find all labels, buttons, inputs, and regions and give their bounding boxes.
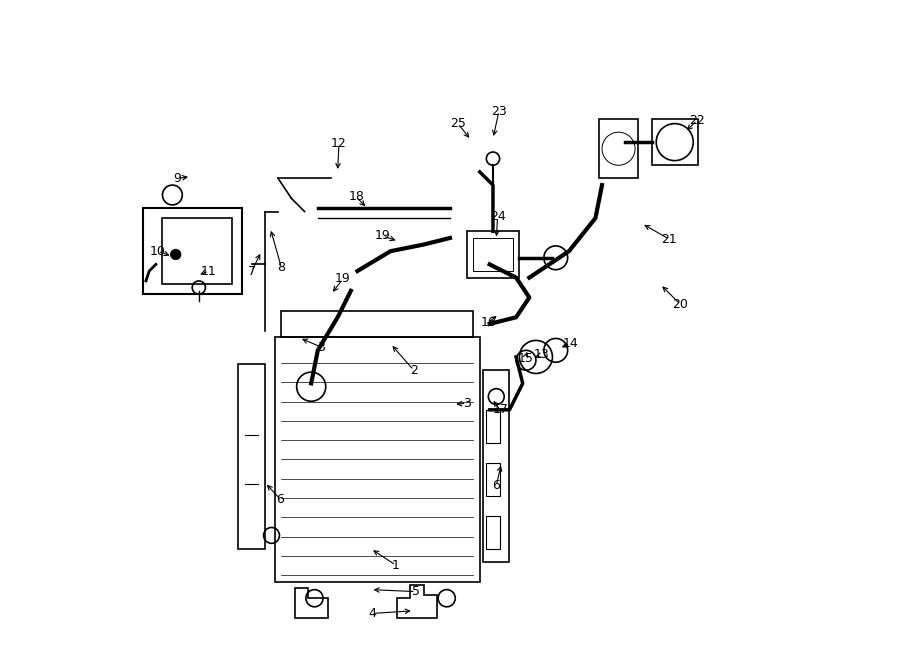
Text: 3: 3 bbox=[317, 340, 325, 354]
Text: 11: 11 bbox=[201, 264, 217, 278]
Circle shape bbox=[170, 249, 181, 260]
Text: 2: 2 bbox=[410, 364, 418, 377]
Text: 22: 22 bbox=[689, 114, 705, 127]
Text: 12: 12 bbox=[331, 137, 346, 150]
Text: 1: 1 bbox=[392, 559, 400, 572]
Text: 16: 16 bbox=[481, 316, 496, 329]
Text: 24: 24 bbox=[490, 210, 506, 223]
Text: 6: 6 bbox=[492, 479, 500, 492]
Text: 25: 25 bbox=[450, 117, 466, 130]
Text: 17: 17 bbox=[492, 403, 508, 416]
Text: 4: 4 bbox=[369, 607, 376, 620]
Text: 14: 14 bbox=[562, 337, 578, 350]
Text: 10: 10 bbox=[150, 245, 166, 258]
Text: 21: 21 bbox=[662, 233, 678, 246]
Text: 6: 6 bbox=[276, 492, 284, 506]
Text: 5: 5 bbox=[411, 585, 419, 598]
Text: 7: 7 bbox=[248, 264, 256, 278]
Text: 3: 3 bbox=[463, 397, 471, 410]
Text: 23: 23 bbox=[491, 104, 507, 118]
Text: 19: 19 bbox=[335, 272, 351, 286]
Text: 9: 9 bbox=[174, 172, 182, 185]
Text: 20: 20 bbox=[672, 297, 688, 311]
Text: 8: 8 bbox=[277, 261, 285, 274]
Text: 13: 13 bbox=[534, 348, 549, 362]
Text: 19: 19 bbox=[374, 229, 391, 243]
Text: 15: 15 bbox=[518, 352, 534, 365]
Text: 18: 18 bbox=[348, 190, 364, 204]
